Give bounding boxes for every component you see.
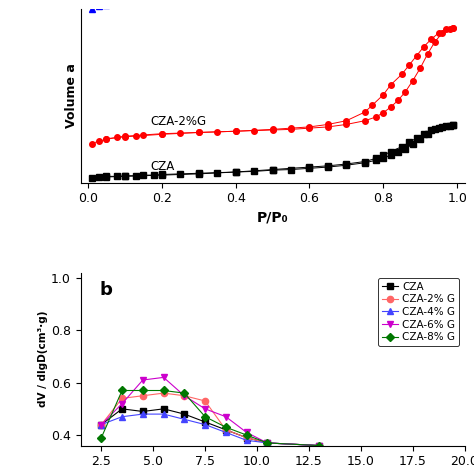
CZA: [140, 409, 146, 414]
Line: CZA-2% G: CZA-2% G: [98, 390, 322, 449]
CZA-6% G: [223, 414, 228, 419]
CZA-8% G: [182, 390, 187, 396]
CZA-6% G: [99, 422, 104, 428]
CZA-2% G: [182, 393, 187, 399]
CZA-6% G: [202, 406, 208, 412]
CZA: [223, 427, 228, 433]
CZA-2% G: [119, 395, 125, 401]
Text: CZA-2%G: CZA-2%G: [151, 115, 207, 128]
CZA-6% G: [161, 374, 166, 380]
CZA-8% G: [202, 414, 208, 419]
CZA-8% G: [119, 388, 125, 393]
Line: CZA-4% G: CZA-4% G: [98, 411, 322, 449]
CZA-4% G: [244, 438, 249, 443]
CZA-8% G: [99, 435, 104, 440]
CZA-4% G: [140, 411, 146, 417]
CZA: [119, 406, 125, 412]
Y-axis label: Volume a: Volume a: [65, 64, 78, 128]
Line: CZA-6% G: CZA-6% G: [98, 374, 322, 449]
CZA: [202, 419, 208, 425]
CZA-8% G: [140, 388, 146, 393]
CZA-4% G: [223, 429, 228, 435]
X-axis label: P/P₀: P/P₀: [257, 211, 288, 225]
Line: CZA-8% G: CZA-8% G: [98, 387, 322, 449]
CZA-4% G: [264, 440, 270, 446]
CZA-2% G: [223, 427, 228, 433]
Text: CZA: CZA: [151, 160, 175, 173]
CZA: [182, 411, 187, 417]
CZA-6% G: [182, 393, 187, 399]
CZA-8% G: [161, 388, 166, 393]
CZA-2% G: [202, 398, 208, 404]
Line: CZA: CZA: [98, 406, 322, 449]
CZA-4% G: [202, 422, 208, 428]
CZA: [161, 406, 166, 412]
CZA-8% G: [317, 443, 322, 448]
CZA: [317, 443, 322, 448]
CZA-4% G: [182, 417, 187, 422]
Legend: CZA, CZA-2% G, CZA-4% G, CZA-6% G, CZA-8% G: CZA, CZA-2% G, CZA-4% G, CZA-6% G, CZA-8…: [378, 278, 459, 346]
CZA-4% G: [161, 411, 166, 417]
CZA-2% G: [99, 422, 104, 428]
CZA: [99, 422, 104, 428]
CZA-2% G: [161, 390, 166, 396]
CZA-4% G: [317, 443, 322, 448]
CZA-6% G: [317, 443, 322, 448]
CZA-8% G: [244, 432, 249, 438]
Text: b: b: [100, 281, 113, 299]
Y-axis label: dV / dlgD(cm³·g): dV / dlgD(cm³·g): [38, 311, 48, 407]
CZA: [264, 440, 270, 446]
CZA-2% G: [317, 443, 322, 448]
CZA-6% G: [119, 401, 125, 406]
CZA: [244, 435, 249, 440]
CZA-2% G: [140, 393, 146, 399]
CZA-8% G: [264, 440, 270, 446]
CZA-2% G: [244, 435, 249, 440]
CZA-4% G: [119, 414, 125, 419]
CZA-2% G: [264, 440, 270, 446]
CZA-8% G: [223, 424, 228, 430]
CZA-6% G: [140, 377, 146, 383]
CZA-6% G: [244, 429, 249, 435]
CZA-4% G: [99, 422, 104, 428]
CZA-6% G: [264, 440, 270, 446]
